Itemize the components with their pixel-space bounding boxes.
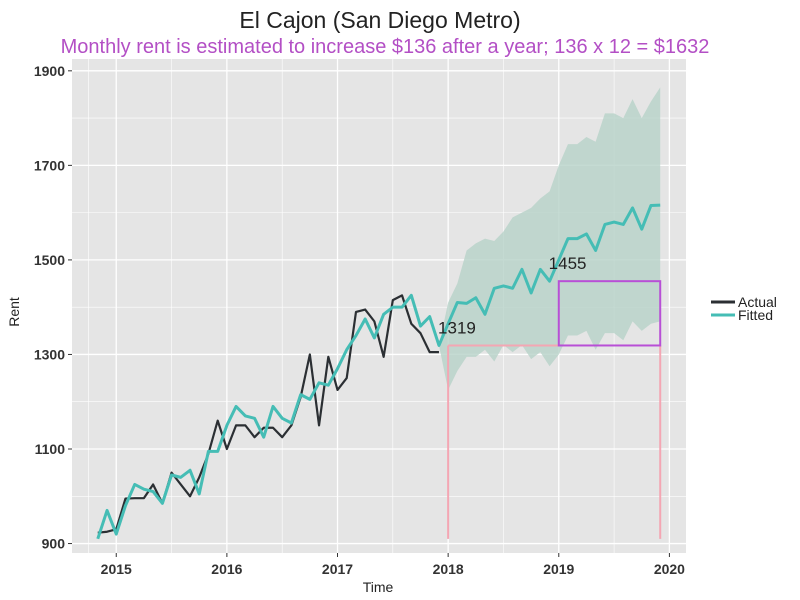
annotations-layer: 1319 1455	[438, 254, 586, 337]
y-tick-label: 1900	[34, 63, 65, 79]
y-tick-label: 1700	[34, 157, 65, 173]
x-tick-label: 2015	[101, 561, 132, 577]
x-axis-title: Time	[363, 579, 394, 595]
forecast-band-layer	[438, 87, 661, 390]
y-tick-label: 1100	[35, 441, 66, 457]
legend-label-actual: Actual	[738, 294, 777, 310]
chart-title: El Cajon (San Diego Metro)	[239, 7, 520, 33]
forecast-band	[438, 87, 661, 390]
guide-lines-layer	[447, 280, 662, 539]
x-tick-label: 2020	[654, 561, 685, 577]
x-axis-ticks: 2015 2016 2017 2018 2019 2020	[101, 553, 685, 577]
y-axis-title: Rent	[6, 297, 22, 327]
series-line-fitted	[96, 203, 661, 540]
series-layer	[96, 203, 661, 540]
x-tick-label: 2019	[543, 561, 574, 577]
y-tick-label: 1300	[34, 346, 65, 362]
x-tick-label: 2016	[211, 561, 242, 577]
annotation-label: 1455	[549, 254, 587, 273]
grid-lines	[72, 59, 686, 553]
series-line-actual	[97, 294, 439, 534]
y-tick-label: 1500	[34, 252, 65, 268]
annotation-label: 1319	[438, 318, 476, 337]
legend-label-fitted: Fitted	[738, 307, 773, 323]
increase-box	[557, 280, 662, 347]
x-tick-label: 2017	[322, 561, 353, 577]
x-tick-label: 2018	[433, 561, 464, 577]
y-tick-label: 900	[42, 536, 66, 552]
y-axis-ticks: 900 1100 1300 1500 1700 1900	[34, 63, 72, 552]
chart-subtitle: Monthly rent is estimated to increase $1…	[61, 36, 710, 58]
